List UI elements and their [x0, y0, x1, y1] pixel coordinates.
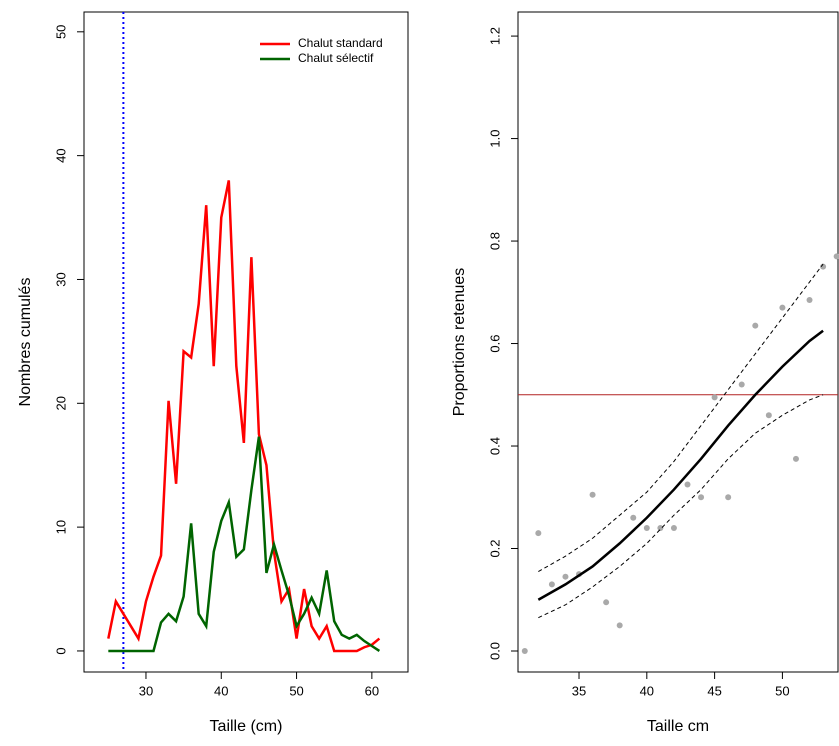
point — [684, 481, 691, 488]
y-tick-label: 30 — [53, 272, 68, 286]
point — [725, 494, 732, 501]
plot-frame — [517, 11, 839, 673]
x-tick-label: 35 — [572, 683, 586, 698]
point — [548, 581, 555, 588]
y-tick-label: 1.2 — [487, 27, 502, 45]
point — [792, 455, 799, 462]
point — [738, 381, 745, 388]
series-line — [108, 436, 381, 653]
point — [820, 263, 827, 270]
y-tick-label: 20 — [53, 396, 68, 410]
x-tick-label: 60 — [365, 683, 379, 698]
point — [521, 647, 528, 654]
series-line — [537, 329, 824, 601]
y-axis-label: Proportions retenues — [451, 268, 468, 417]
legend-label: Chalut sélectif — [298, 51, 374, 65]
x-tick-label: 45 — [707, 683, 721, 698]
point — [765, 412, 772, 419]
y-tick-label: 0.0 — [487, 642, 502, 660]
y-tick-label: 0.2 — [487, 539, 502, 557]
point — [657, 525, 664, 532]
point — [562, 573, 569, 580]
x-axis-label: Taille (cm) — [210, 718, 283, 735]
x-tick-label: 40 — [640, 683, 654, 698]
y-tick-label: 1.0 — [487, 130, 502, 148]
y-tick-label: 0 — [53, 647, 68, 654]
legend-label: Chalut standard — [298, 36, 383, 50]
series-line — [107, 180, 381, 653]
x-tick-label: 50 — [289, 683, 303, 698]
point — [698, 494, 705, 501]
point — [603, 599, 610, 606]
y-tick-label: 0.6 — [487, 334, 502, 352]
point — [833, 253, 839, 260]
point — [779, 304, 786, 311]
x-tick-label: 50 — [775, 683, 789, 698]
y-tick-label: 50 — [53, 25, 68, 39]
point — [752, 322, 759, 329]
point — [711, 394, 718, 401]
point — [806, 296, 813, 303]
y-tick-label: 10 — [53, 520, 68, 534]
point — [643, 525, 650, 532]
y-axis-label: Nombres cumulés — [17, 278, 34, 407]
point — [616, 622, 623, 629]
y-tick-label: 0.4 — [487, 437, 502, 455]
x-axis-label: Taille cm — [647, 718, 709, 735]
series-line — [538, 394, 824, 619]
point — [630, 514, 637, 521]
series-line — [538, 263, 824, 572]
point — [670, 525, 677, 532]
point — [535, 530, 542, 537]
y-tick-label: 40 — [53, 148, 68, 162]
y-tick-label: 0.8 — [487, 232, 502, 250]
x-tick-label: 40 — [214, 683, 228, 698]
x-tick-label: 30 — [139, 683, 153, 698]
plot-frame — [83, 11, 409, 673]
point — [589, 491, 596, 498]
